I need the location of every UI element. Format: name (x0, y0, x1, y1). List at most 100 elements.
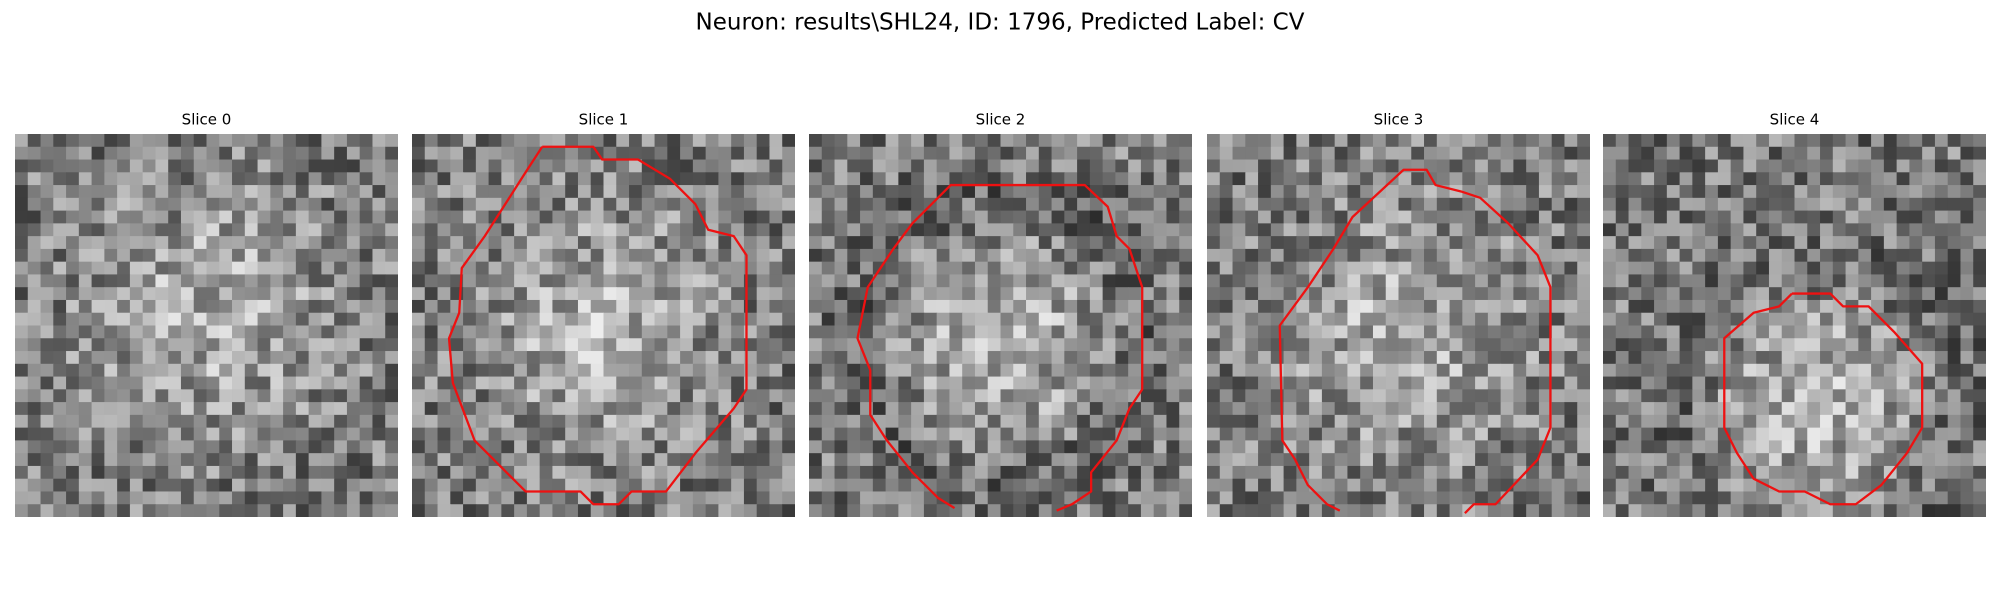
pixel (91, 172, 105, 186)
pixel (1232, 299, 1246, 314)
pixel (756, 453, 770, 467)
pixel (1398, 402, 1412, 416)
pixel (1500, 453, 1514, 467)
pixel (1179, 389, 1192, 403)
pixel (756, 376, 770, 390)
pixel (193, 427, 208, 441)
pixel (936, 299, 950, 314)
pixel (1947, 197, 1961, 212)
pixel (1615, 427, 1630, 441)
pixel (680, 478, 694, 492)
pixel (1258, 134, 1272, 148)
pixel (1462, 389, 1476, 403)
pixel (692, 134, 707, 148)
pixel (424, 389, 439, 403)
pixel (809, 363, 823, 378)
pixel (1577, 146, 1590, 161)
pixel (1807, 210, 1821, 224)
pixel (1832, 172, 1847, 186)
pixel (1947, 159, 1961, 173)
pixel (270, 274, 284, 288)
pixel (1551, 287, 1565, 301)
pixel (705, 172, 719, 186)
pixel (219, 402, 233, 416)
pixel (1628, 440, 1642, 454)
pixel (1000, 325, 1014, 339)
pixel (565, 402, 579, 416)
pixel (1232, 146, 1246, 161)
pixel (949, 274, 963, 288)
pixel (1781, 223, 1796, 237)
pixel (974, 248, 989, 263)
pixel (1794, 363, 1808, 378)
pixel (1692, 363, 1706, 378)
pixel (667, 274, 681, 288)
pixel (1756, 504, 1770, 517)
pixel (1628, 312, 1642, 327)
pixel (1973, 325, 1986, 339)
pixel (1871, 261, 1885, 275)
pixel (1038, 376, 1053, 390)
pixel (692, 491, 707, 505)
pixel (193, 287, 208, 301)
pixel (1347, 414, 1361, 429)
pixel (1564, 338, 1578, 352)
pixel (1615, 338, 1630, 352)
pixel (142, 453, 156, 467)
pixel (756, 389, 770, 403)
pixel (334, 351, 348, 365)
pixel (1832, 351, 1847, 365)
pixel (705, 299, 719, 314)
pixel (1487, 491, 1502, 505)
pixel (705, 159, 719, 173)
pixel (629, 172, 643, 186)
pixel (731, 159, 745, 173)
pixel (53, 146, 67, 161)
pixel (15, 351, 29, 365)
pixel (782, 172, 795, 186)
pixel (1102, 402, 1116, 416)
pixel (1654, 159, 1668, 173)
pixel (885, 363, 899, 378)
pixel (1820, 210, 1834, 224)
pixel (1564, 363, 1578, 378)
pixel (1424, 478, 1438, 492)
pixel (1641, 312, 1655, 327)
pixel (142, 236, 156, 250)
pixel (1832, 478, 1847, 492)
pixel (1896, 389, 1910, 403)
pixel (1128, 236, 1142, 250)
pixel (463, 223, 477, 237)
pixel (372, 465, 386, 480)
pixel (1768, 185, 1783, 199)
pixel (603, 299, 617, 314)
pixel (1781, 236, 1796, 250)
pixel (1051, 376, 1065, 390)
pixel (898, 185, 912, 199)
pixel (372, 491, 386, 505)
pixel (1692, 210, 1706, 224)
pixel (962, 185, 976, 199)
pixel (1013, 312, 1027, 327)
pixel (1960, 197, 1974, 212)
pixel (743, 134, 758, 148)
pixel (1513, 338, 1527, 352)
pixel (577, 248, 592, 263)
pixel (142, 363, 156, 378)
pixel (809, 414, 823, 429)
pixel (1756, 440, 1770, 454)
pixel (616, 440, 630, 454)
pixel (295, 325, 310, 339)
pixel (1000, 210, 1014, 224)
pixel (1153, 402, 1167, 416)
pixel (692, 465, 707, 480)
pixel (603, 363, 617, 378)
pixel (295, 427, 310, 441)
pixel (1232, 134, 1246, 148)
pixel (539, 465, 553, 480)
pixel (1603, 172, 1617, 186)
pixel (270, 440, 284, 454)
pixel (66, 236, 80, 250)
pixel (1475, 325, 1489, 339)
pixel (1807, 465, 1821, 480)
